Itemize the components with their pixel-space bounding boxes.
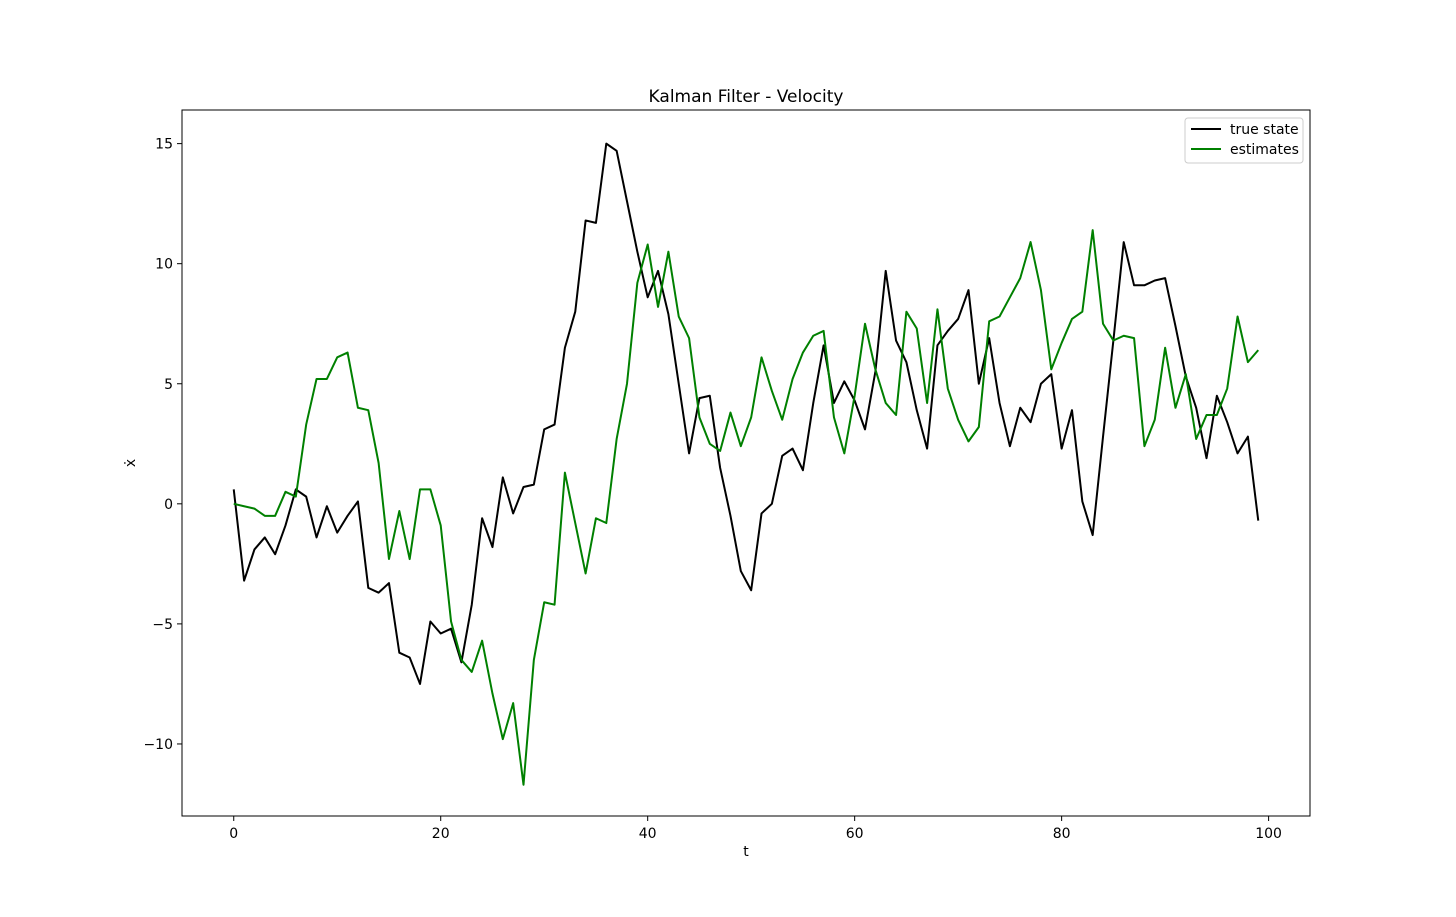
legend: true state estimates xyxy=(1184,117,1304,164)
y-axis-label: ẋ xyxy=(123,459,139,467)
axes-frame xyxy=(181,109,1311,817)
x-tick-label: 100 xyxy=(1255,826,1282,842)
y-tick-label: 10 xyxy=(155,257,173,273)
legend-label-estimates: estimates xyxy=(1230,142,1299,158)
series-line-true-state xyxy=(232,142,1260,685)
chart-title: Kalman Filter - Velocity xyxy=(649,87,844,107)
x-tick-label: 0 xyxy=(229,826,238,842)
plot-area xyxy=(232,142,1260,786)
legend-label-true-state: true state xyxy=(1230,122,1299,138)
x-tick-label: 80 xyxy=(1053,826,1071,842)
x-tick-label: 20 xyxy=(432,826,450,842)
axis-ticks: 0 20 40 60 80 100 −10 −5 0 5 10 15 xyxy=(143,137,1282,842)
y-tick-label: 15 xyxy=(155,137,173,153)
x-axis-label: t xyxy=(743,844,749,860)
x-tick-label: 60 xyxy=(846,826,864,842)
y-tick-label: 0 xyxy=(164,497,173,513)
y-tick-label: −10 xyxy=(143,737,173,753)
x-tick-label: 40 xyxy=(639,826,657,842)
y-tick-label: −5 xyxy=(152,617,173,633)
y-tick-label: 5 xyxy=(164,377,173,393)
series-line-estimates xyxy=(233,229,1260,786)
